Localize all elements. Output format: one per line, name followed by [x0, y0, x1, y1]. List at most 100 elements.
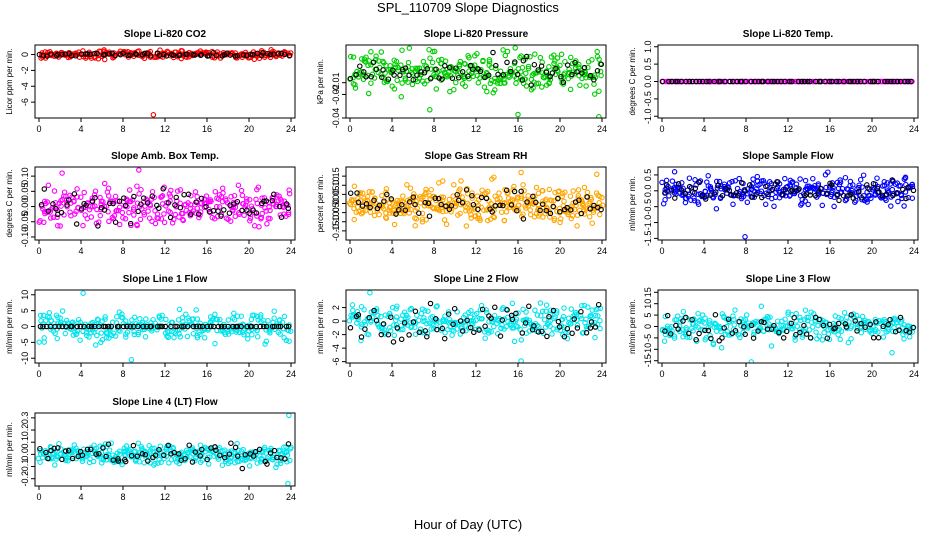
data-point — [707, 332, 713, 339]
data-point — [142, 334, 149, 340]
data-point — [596, 200, 602, 206]
overlay-point — [902, 78, 908, 85]
overlay-point — [738, 180, 745, 186]
overlay-point — [522, 320, 529, 326]
data-point — [241, 212, 247, 219]
data-point — [102, 316, 108, 322]
data-point — [168, 187, 174, 194]
overlay-point — [134, 453, 141, 460]
data-point — [276, 193, 282, 199]
overlay-point — [791, 314, 797, 321]
data-point — [592, 334, 598, 341]
x-tick-label: 12 — [783, 246, 793, 256]
data-point — [286, 187, 292, 193]
overlay-point — [890, 192, 896, 199]
overlay-point — [788, 320, 795, 327]
data-point — [560, 313, 567, 320]
data-point — [286, 190, 293, 197]
y-tick-label: 10 — [643, 299, 653, 309]
overlay-point — [100, 445, 106, 451]
overlay-point — [560, 79, 567, 86]
data-point — [135, 440, 142, 446]
data-point — [574, 317, 580, 324]
overlay-point — [192, 52, 198, 58]
outlier-point — [889, 349, 895, 356]
data-point — [597, 325, 603, 332]
data-point — [353, 209, 360, 215]
overlay-point — [110, 200, 116, 207]
y-tick-label: -2 — [331, 331, 341, 339]
y-tick-label: 10 — [20, 290, 30, 300]
data-point — [124, 198, 130, 204]
data-point — [567, 86, 574, 93]
overlay-point — [454, 191, 460, 198]
data-point — [856, 184, 862, 191]
overlay-point — [725, 316, 732, 322]
x-tick-label: 12 — [160, 369, 170, 379]
data-point — [597, 317, 603, 324]
x-tick-label: 16 — [202, 369, 212, 379]
x-tick-label: 16 — [513, 369, 523, 379]
data-point — [547, 323, 553, 329]
overlay-point — [547, 210, 554, 217]
data-point — [37, 448, 43, 454]
overlay-point — [742, 331, 748, 338]
data-point — [400, 193, 406, 199]
data-point — [70, 332, 77, 338]
overlay-point — [686, 183, 693, 190]
overlay-point — [443, 203, 449, 209]
data-point — [54, 335, 60, 342]
overlay-point — [84, 51, 91, 57]
data-point — [423, 186, 429, 193]
data-point — [401, 210, 407, 217]
data-point — [365, 62, 371, 69]
overlay-point — [362, 326, 368, 332]
overlay-point — [40, 323, 46, 330]
overlay-point — [884, 78, 891, 85]
x-tick-label: 8 — [743, 124, 748, 134]
data-point — [122, 216, 129, 222]
overlay-point — [218, 213, 224, 219]
x-tick-label: 24 — [286, 246, 296, 256]
overlay-point — [283, 201, 290, 207]
panel-slope-amb-box-temp: Slope Amb. Box Temp. 0 4 8 12 16 20 24 -0.10-0.0… — [5, 151, 296, 256]
overlay-point — [567, 207, 574, 213]
outlier-point — [671, 169, 678, 175]
overlay-point — [906, 329, 913, 335]
y-tick-label: -0.01 — [331, 72, 341, 93]
overlay-point — [263, 198, 270, 204]
data-point — [71, 198, 77, 205]
x-tick-label: 4 — [78, 246, 83, 256]
data-point — [54, 214, 60, 221]
x-tick-label: 20 — [244, 369, 254, 379]
data-point — [831, 203, 837, 210]
data-points — [659, 78, 915, 85]
overlay-point — [106, 51, 112, 57]
data-point — [349, 302, 356, 308]
data-point — [909, 195, 916, 201]
data-point — [584, 189, 591, 196]
overlay-point — [108, 323, 115, 330]
overlay-point — [135, 323, 141, 330]
overlay-point — [550, 307, 557, 314]
data-point — [519, 64, 526, 71]
overlay-point — [584, 194, 590, 200]
overlay-point — [285, 441, 292, 447]
overlay-point — [228, 440, 234, 446]
data-point — [830, 184, 836, 191]
overlay-point — [683, 314, 689, 321]
overlay-point — [721, 325, 727, 331]
data-point — [134, 222, 140, 229]
overlay-point — [523, 53, 530, 60]
overlay-point — [197, 323, 203, 330]
overlay-point — [871, 78, 878, 85]
overlay-point — [769, 186, 776, 193]
data-point — [732, 307, 738, 313]
data-point — [37, 459, 43, 465]
data-point — [159, 312, 165, 319]
outlier-point — [59, 170, 65, 176]
data-point — [365, 90, 372, 97]
overlay-point — [394, 325, 401, 331]
overlay-point — [574, 325, 581, 331]
overlay-point — [495, 71, 501, 78]
